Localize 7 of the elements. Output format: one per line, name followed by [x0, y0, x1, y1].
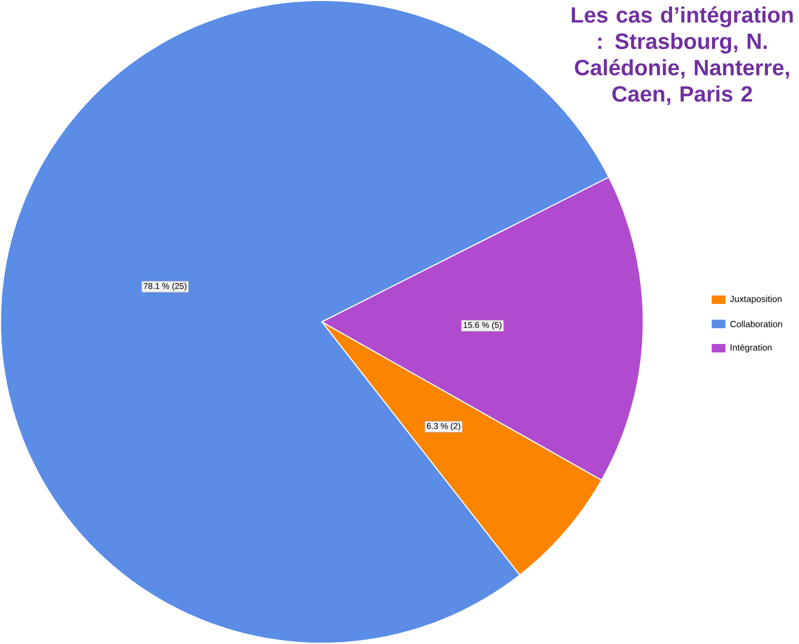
data-label: 15.6 % (5): [464, 322, 502, 330]
legend-label: Intégration: [730, 344, 772, 353]
data-label: 78.1 % (25): [144, 282, 186, 291]
text: Les cas d’intégration : Strasbourg, N. Calédonie, Nanterre, Caen, Paris 2: [572, 6, 793, 106]
legend-label: Collaboration: [730, 320, 782, 328]
legend-label: Juxtaposition: [730, 296, 782, 304]
data-label: 6.3 % (2): [426, 422, 460, 431]
